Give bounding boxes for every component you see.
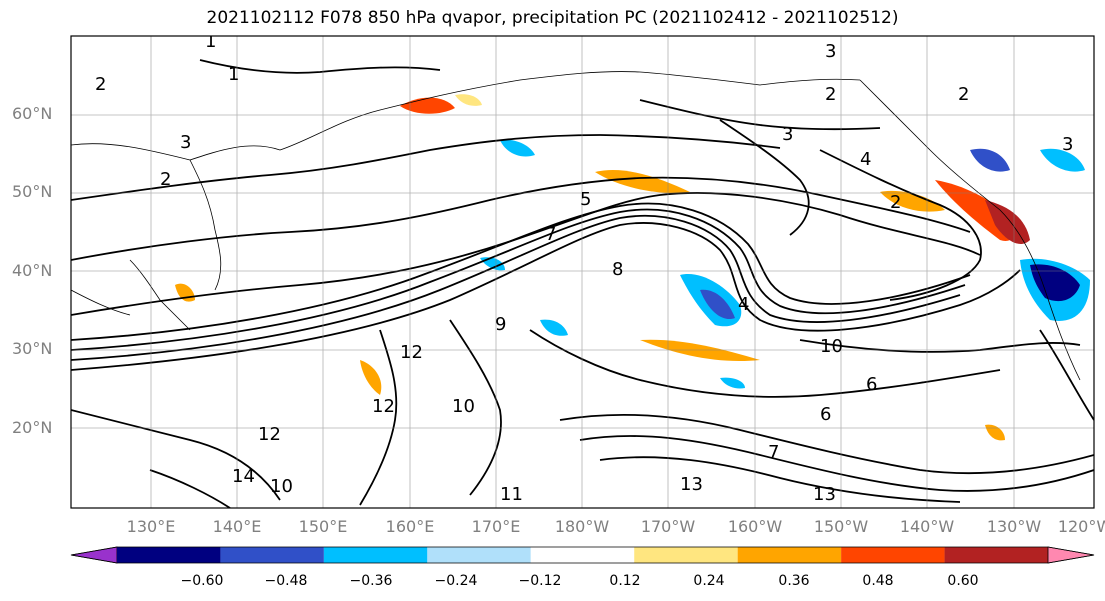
lon-label: 140°W	[899, 517, 955, 536]
colorbar-tick-label: −0.48	[264, 573, 308, 589]
contour-label: 6	[820, 404, 831, 425]
contour-label: 3	[180, 132, 191, 153]
colorbar-tick-label: −0.12	[518, 573, 562, 589]
colorbar-tick-label: 0.36	[778, 573, 810, 589]
map-frame	[70, 35, 1095, 509]
contour-label: 4	[738, 294, 749, 315]
colorbar-outline	[70, 546, 1095, 564]
lat-label: 40°N	[12, 261, 53, 280]
contour-label: 2	[958, 84, 969, 105]
contour-label: 12	[258, 424, 281, 445]
colorbar-segment	[220, 547, 324, 563]
colorbar-tick-label: 0.24	[693, 573, 725, 589]
colorbar-tick-label: 0.60	[947, 573, 979, 589]
lon-label: 180°W	[554, 517, 610, 536]
contour-label: 7	[768, 442, 779, 463]
graticule	[71, 36, 1094, 508]
colorbar-segment	[841, 547, 945, 563]
lon-label: 170°W	[640, 517, 696, 536]
colorbar-segment	[530, 547, 635, 563]
colorbar-tick-label: 0.48	[862, 573, 894, 589]
contour-label: 1	[205, 31, 216, 52]
contour-label: 3	[825, 41, 836, 62]
contour-label: 7	[545, 224, 556, 245]
lon-label: 160°E	[385, 517, 435, 536]
contour-label: 10	[270, 476, 293, 497]
lat-label: 20°N	[12, 418, 53, 437]
colorbar-segment	[944, 547, 1048, 563]
contour-label: 2	[95, 74, 106, 95]
contour-label: 4	[860, 149, 871, 170]
contour-label: 6	[866, 374, 877, 395]
colorbar-extend-max	[1047, 546, 1095, 564]
lat-label: 50°N	[12, 182, 53, 201]
colorbar-tick-label: −0.36	[349, 573, 393, 589]
map-title: 2021102112 F078 850 hPa qvapor, precipit…	[206, 8, 899, 28]
contour-label: 9	[495, 314, 506, 335]
precip-shading	[175, 94, 1090, 441]
contour-label: 1	[228, 64, 239, 85]
colorbar-tick-label: 0.12	[609, 573, 641, 589]
contour-label: 2	[160, 169, 171, 190]
colorbar-segment	[323, 547, 428, 563]
contour-label: 10	[452, 396, 475, 417]
contour-label: 3	[1062, 134, 1073, 155]
contour-label: 14	[232, 466, 255, 487]
colorbar-segment	[737, 547, 842, 563]
contour-lines	[71, 59, 1094, 508]
contour-label: 8	[612, 259, 623, 280]
lon-label: 130°W	[986, 517, 1042, 536]
colorbar	[70, 546, 1095, 564]
colorbar-segment	[427, 547, 531, 563]
colorbar-tick-label: −0.24	[434, 573, 478, 589]
contour-label: 3	[782, 124, 793, 145]
contour-label-group: 1 1 2 2 3 3 3 2 2 3 4 4 2 5 7 8 9 12 12 …	[95, 31, 1073, 505]
colorbar-extend-min	[70, 546, 118, 564]
lon-label: 120°W	[1057, 517, 1105, 536]
contour-label: 5	[580, 189, 591, 210]
contour-label: 13	[680, 474, 703, 495]
lon-label: 170°E	[471, 517, 521, 536]
contour-label: 2	[890, 192, 901, 213]
contour-label: 10	[820, 336, 843, 357]
contour-label: 13	[813, 484, 836, 505]
lat-label: 60°N	[12, 104, 53, 123]
contour-label: 12	[400, 342, 423, 363]
contour-label: 2	[825, 84, 836, 105]
lon-label: 150°W	[813, 517, 869, 536]
lon-label: 150°E	[298, 517, 348, 536]
lon-label: 140°E	[212, 517, 262, 536]
colorbar-tick-label: −0.60	[180, 573, 224, 589]
contour-label: 11	[500, 484, 523, 505]
colorbar-segment	[634, 547, 738, 563]
lon-label: 130°E	[126, 517, 176, 536]
lon-label: 160°W	[727, 517, 783, 536]
lat-label: 30°N	[12, 339, 53, 358]
contour-label: 12	[372, 396, 395, 417]
colorbar-segment	[117, 547, 221, 563]
